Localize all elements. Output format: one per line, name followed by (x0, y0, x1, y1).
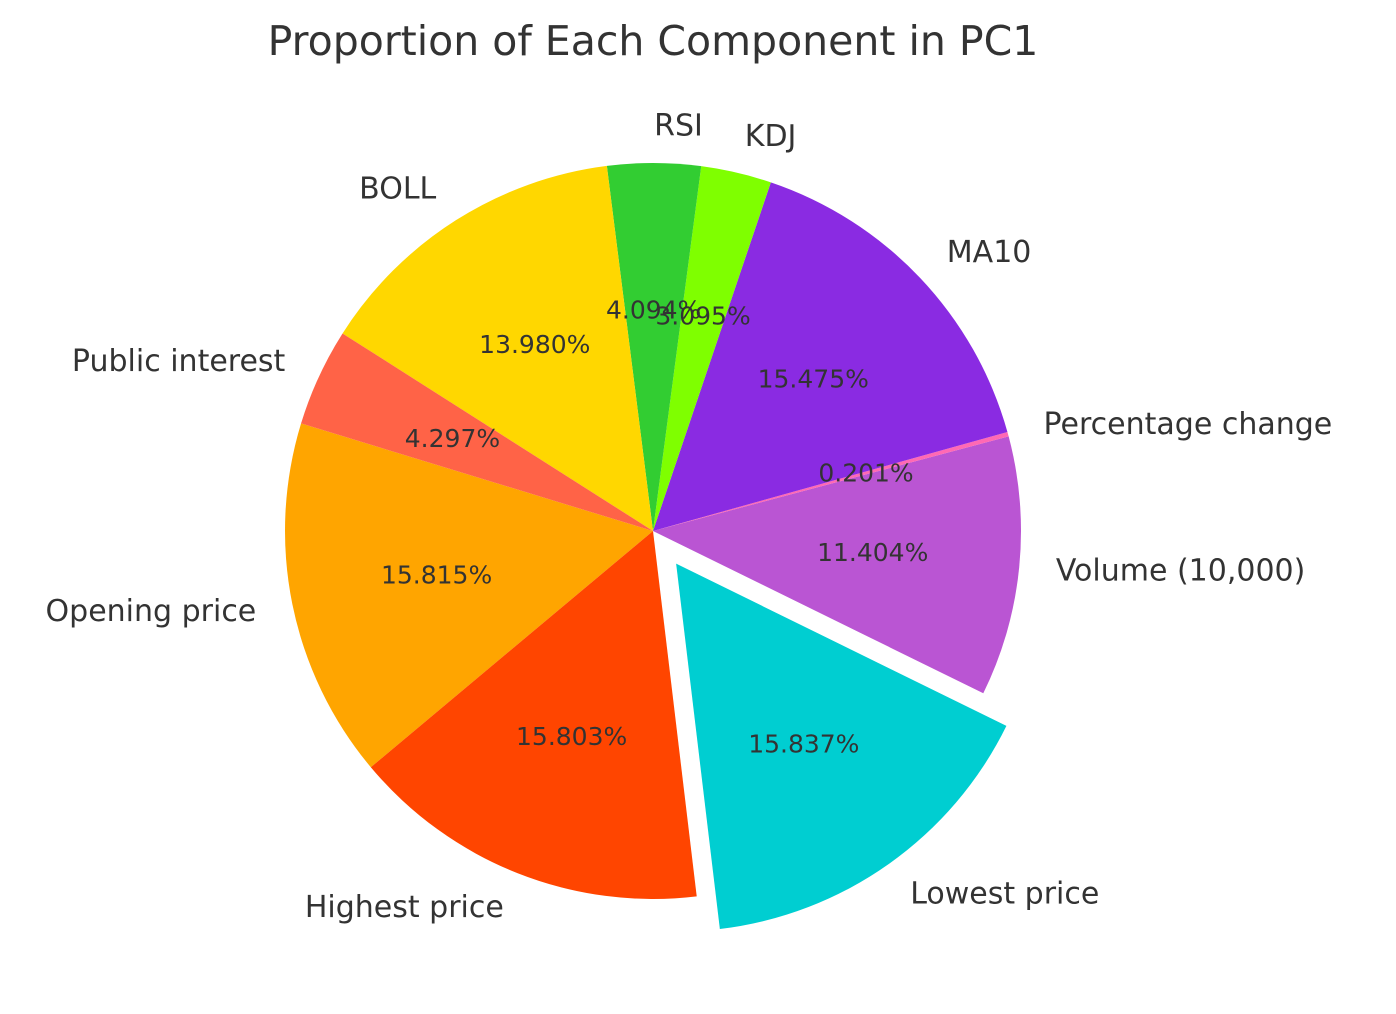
pct-label-lowest-price: 15.837% (748, 729, 859, 758)
slice-label-kdj: KDJ (745, 119, 797, 154)
slice-label-highest-price: Highest price (305, 890, 504, 925)
slice-label-rsi: RSI (654, 109, 703, 144)
slice-label-volume-10-000: Volume (10,000) (1056, 553, 1306, 588)
pct-label-volume-10-000: 11.404% (817, 538, 928, 567)
slice-label-percentage-change: Percentage change (1044, 407, 1333, 442)
pie-slice-percentage-change (653, 431, 1009, 531)
pct-label-percentage-change: 0.201% (818, 458, 913, 487)
pie-slice-rsi (606, 163, 702, 531)
slice-label-boll: BOLL (359, 172, 436, 207)
pct-label-ma10: 15.475% (758, 365, 869, 394)
pie-slice-highest-price (370, 531, 697, 899)
pct-label-public-interest: 4.297% (405, 424, 500, 453)
pct-label-boll: 13.980% (479, 330, 590, 359)
pie-slice-lowest-price (676, 563, 1007, 930)
slice-label-lowest-price: Lowest price (910, 876, 1099, 911)
slice-label-opening-price: Opening price (46, 594, 257, 629)
pct-label-opening-price: 15.815% (381, 560, 492, 589)
pie-slice-volume-10-000 (653, 436, 1021, 694)
chart-title: Proportion of Each Component in PC1 (268, 17, 1039, 65)
slice-label-ma10: MA10 (947, 235, 1032, 270)
pie-slice-opening-price (285, 423, 653, 768)
pie-slice-kdj (653, 166, 771, 531)
slice-label-public-interest: Public interest (72, 344, 286, 379)
pie-slice-boll (342, 165, 653, 531)
pie-slices (285, 163, 1021, 930)
pct-label-kdj: 3.095% (655, 301, 750, 330)
pct-label-rsi: 4.094% (606, 296, 701, 325)
pie-labels: 15.815% Opening price 15.803% Highest price… (46, 109, 1333, 925)
pct-label-highest-price: 15.803% (516, 722, 627, 751)
pie-slice-ma10 (653, 182, 1008, 531)
pie-slice-public-interest (301, 333, 653, 531)
